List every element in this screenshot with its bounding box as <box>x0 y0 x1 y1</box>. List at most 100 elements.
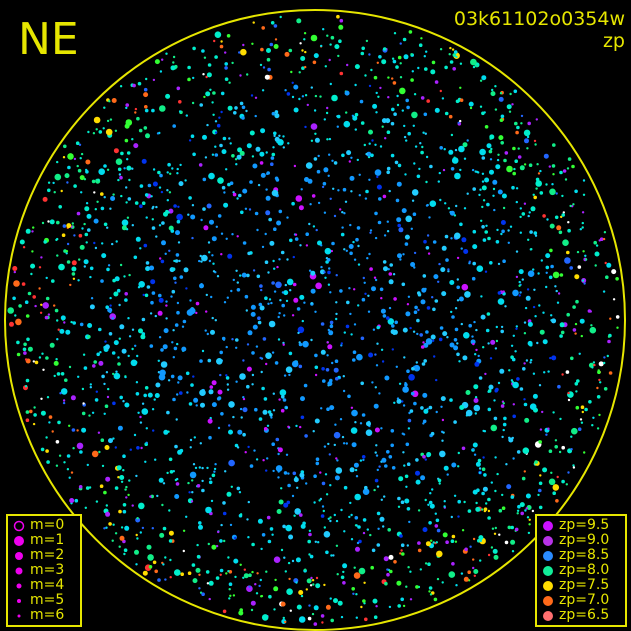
star-point <box>370 153 374 158</box>
star-point <box>323 271 326 274</box>
star-point <box>254 96 258 100</box>
star-point <box>422 131 425 134</box>
star-point <box>538 505 543 510</box>
star-point <box>342 563 348 569</box>
star-point <box>406 507 411 511</box>
star-point <box>246 343 250 346</box>
star-point <box>410 227 413 230</box>
star-point <box>391 107 395 112</box>
star-point <box>293 297 299 303</box>
star-point <box>247 445 250 449</box>
star-point <box>582 179 586 182</box>
star-point <box>192 463 196 466</box>
star-point <box>603 387 608 391</box>
star-point <box>402 604 406 608</box>
star-point <box>331 361 334 365</box>
star-point <box>402 386 409 393</box>
star-point <box>134 111 137 114</box>
star-point <box>401 400 404 403</box>
star-point <box>534 460 538 464</box>
star-point <box>206 123 209 127</box>
star-point <box>550 471 553 474</box>
star-point <box>526 288 530 291</box>
star-point <box>500 329 505 334</box>
star-point <box>427 503 430 506</box>
star-point <box>472 65 476 69</box>
star-point <box>394 320 399 325</box>
star-point <box>386 568 389 571</box>
star-point <box>457 451 460 455</box>
star-point <box>308 222 311 226</box>
star-point <box>419 333 424 337</box>
star-point <box>206 332 209 336</box>
star-point <box>285 406 288 410</box>
star-point <box>145 133 150 139</box>
star-point <box>272 409 276 412</box>
star-point <box>438 171 441 175</box>
star-point <box>81 227 84 230</box>
star-point <box>96 352 100 357</box>
star-point <box>192 375 195 378</box>
star-point <box>375 444 378 447</box>
star-point <box>260 595 263 598</box>
star-point <box>121 348 127 354</box>
star-point <box>122 509 127 514</box>
star-point <box>225 374 228 377</box>
star-point <box>425 330 429 334</box>
star-point <box>208 259 212 263</box>
star-point <box>141 201 146 205</box>
star-point <box>470 58 477 66</box>
star-point <box>375 111 378 114</box>
star-point <box>345 324 350 329</box>
star-point <box>100 438 105 443</box>
star-point <box>238 51 241 54</box>
star-point <box>127 354 130 358</box>
star-point <box>228 459 235 467</box>
star-point <box>199 103 203 107</box>
star-point <box>448 114 453 119</box>
star-point <box>130 359 138 367</box>
star-point <box>396 398 402 404</box>
star-point <box>239 563 242 566</box>
star-point <box>128 335 132 338</box>
star-point <box>391 324 395 328</box>
star-point <box>209 477 212 480</box>
star-point <box>262 459 265 462</box>
star-point <box>246 366 252 372</box>
star-point <box>403 464 406 467</box>
star-point <box>537 493 540 497</box>
star-point <box>116 288 121 293</box>
star-point <box>172 356 175 359</box>
star-point <box>440 267 446 273</box>
star-point <box>344 200 348 203</box>
star-point <box>389 569 393 574</box>
star-point <box>217 177 224 184</box>
star-point <box>455 584 458 587</box>
star-point <box>572 466 576 469</box>
star-point <box>395 65 399 69</box>
star-point <box>350 333 353 336</box>
star-point <box>267 67 271 72</box>
star-point <box>407 418 412 423</box>
star-point <box>195 404 198 407</box>
star-point <box>231 233 234 236</box>
star-point <box>104 340 107 343</box>
star-point <box>191 491 194 494</box>
star-point <box>193 397 199 403</box>
star-point <box>489 169 494 175</box>
star-point <box>114 129 118 132</box>
star-point <box>84 232 89 237</box>
star-point <box>152 168 156 171</box>
star-point <box>224 62 228 66</box>
star-point <box>323 211 327 214</box>
star-point <box>164 252 167 255</box>
star-point <box>350 513 353 517</box>
star-point <box>202 134 207 140</box>
star-point <box>115 370 118 373</box>
magnitude-marker-icon <box>8 548 30 563</box>
horizon-circle <box>4 9 626 631</box>
star-point <box>441 418 445 422</box>
star-point <box>387 268 390 271</box>
star-point <box>448 53 451 56</box>
star-point <box>387 76 390 79</box>
